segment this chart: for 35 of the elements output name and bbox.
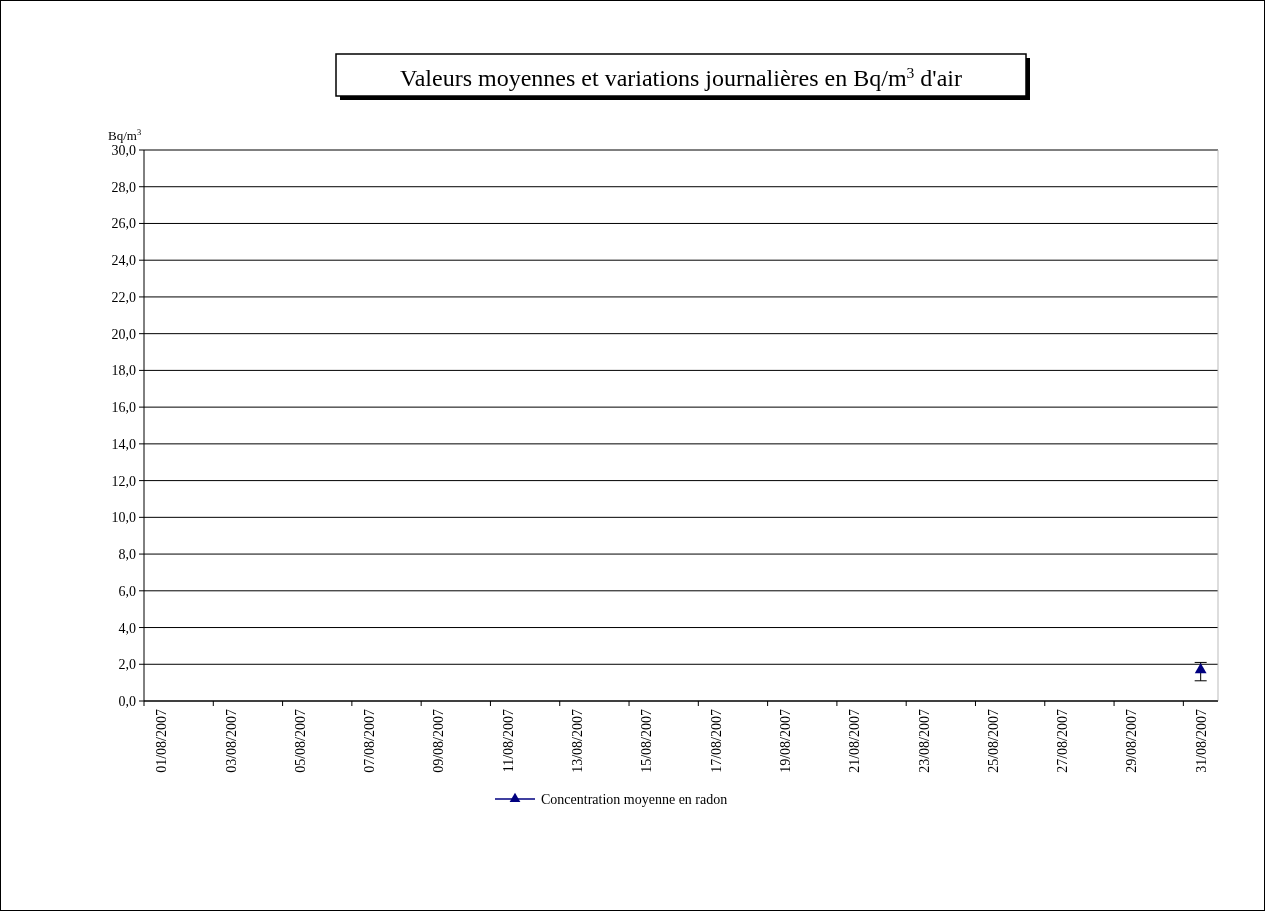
x-tick-label: 25/08/2007 [985,709,1001,773]
x-tick-label: 15/08/2007 [639,709,655,773]
y-tick-label: 14,0 [111,436,136,452]
x-tick-label: 23/08/2007 [916,709,932,773]
x-tick-label: 07/08/2007 [362,709,378,773]
y-tick-label: 24,0 [111,253,136,269]
chart-title: Valeurs moyennes et variations journalières en Bq/m$^{3}$ d'air [400,63,962,91]
x-tick-label: 17/08/2007 [708,709,724,773]
x-tick-label: 27/08/2007 [1055,709,1071,773]
y-tick-label: 22,0 [111,289,136,305]
y-tick-label: 18,0 [111,363,136,379]
y-tick-label: 10,0 [111,510,136,526]
x-tick-label: 09/08/2007 [431,709,447,773]
y-tick-label: 16,0 [111,400,136,416]
x-tick-label: 21/08/2007 [847,709,863,773]
legend-label: Concentration moyenne en radon [541,792,728,807]
y-tick-label: 28,0 [111,179,136,195]
y-tick-label: 20,0 [111,326,136,342]
y-tick-label: 30,0 [111,143,136,158]
y-tick-label: 4,0 [118,620,136,636]
x-tick-label: 11/08/2007 [500,709,516,773]
y-axis-title: Bq/m$^{3}$ [108,127,142,143]
y-tick-label: 26,0 [111,216,136,232]
x-tick-label: 05/08/2007 [292,709,308,773]
y-tick-label: 12,0 [111,473,136,489]
x-tick-label: 01/08/2007 [154,709,170,773]
y-tick-label: 0,0 [118,694,136,709]
x-tick-label: 31/08/2007 [1193,709,1209,773]
x-tick-label: 13/08/2007 [570,709,586,773]
x-tick-label: 03/08/2007 [223,709,239,773]
x-tick-label: 29/08/2007 [1124,709,1140,773]
x-tick-label: 19/08/2007 [777,709,793,773]
y-tick-label: 6,0 [118,583,136,599]
y-tick-label: 2,0 [118,657,136,673]
y-tick-label: 8,0 [118,547,136,563]
